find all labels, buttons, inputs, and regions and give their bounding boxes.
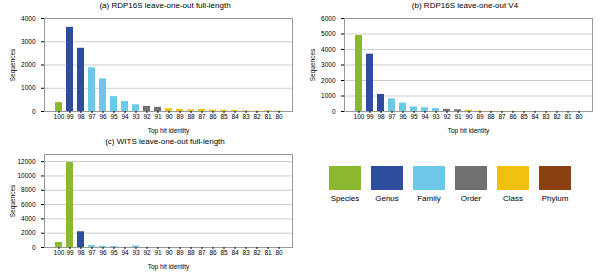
svg-text:80: 80 (275, 113, 283, 120)
svg-text:95: 95 (110, 249, 118, 256)
svg-text:4000: 4000 (321, 46, 336, 53)
svg-text:86: 86 (209, 113, 217, 120)
svg-text:89: 89 (176, 249, 184, 256)
svg-text:97: 97 (88, 249, 96, 256)
svg-text:89: 89 (176, 113, 184, 120)
svg-text:Sequences: Sequences (309, 48, 317, 81)
svg-text:100: 100 (54, 113, 65, 120)
svg-text:81: 81 (264, 113, 272, 120)
svg-text:91: 91 (154, 249, 162, 256)
svg-text:2000: 2000 (21, 61, 36, 68)
svg-text:92: 92 (143, 113, 151, 120)
svg-text:0: 0 (32, 108, 36, 115)
svg-text:91: 91 (154, 113, 162, 120)
svg-text:86: 86 (209, 249, 217, 256)
html-text:Family: Family (417, 194, 441, 203)
svg-text:84: 84 (531, 113, 539, 120)
svg-text:8000: 8000 (21, 186, 36, 193)
svg-text:95: 95 (110, 113, 118, 120)
svg-text:1000: 1000 (21, 84, 36, 91)
svg-text:98: 98 (77, 249, 85, 256)
html-text:Genus: Genus (375, 194, 399, 203)
svg-text:93: 93 (132, 249, 140, 256)
svg-text:Top hit identity: Top hit identity (448, 127, 490, 135)
svg-text:98: 98 (77, 113, 85, 120)
svg-text:85: 85 (220, 249, 228, 256)
svg-text:94: 94 (121, 113, 129, 120)
html-text:Class: Class (503, 194, 523, 203)
svg-text:96: 96 (99, 113, 107, 120)
svg-text:99: 99 (66, 249, 74, 256)
svg-text:82: 82 (253, 113, 261, 120)
svg-text:84: 84 (231, 249, 239, 256)
svg-text:90: 90 (465, 113, 473, 120)
svg-text:83: 83 (242, 249, 250, 256)
svg-text:80: 80 (275, 249, 283, 256)
svg-text:88: 88 (187, 249, 195, 256)
svg-text:96: 96 (399, 113, 407, 120)
svg-text:98: 98 (377, 113, 385, 120)
svg-text:81: 81 (564, 113, 572, 120)
svg-text:4000: 4000 (21, 15, 36, 22)
svg-text:Top hit identity: Top hit identity (148, 127, 190, 135)
svg-text:99: 99 (66, 113, 74, 120)
svg-text:6000: 6000 (321, 15, 336, 22)
svg-text:3000: 3000 (21, 38, 36, 45)
svg-text:87: 87 (498, 113, 506, 120)
svg-text:85: 85 (520, 113, 528, 120)
svg-text:97: 97 (88, 113, 96, 120)
svg-text:80: 80 (575, 113, 583, 120)
svg-text:87: 87 (198, 249, 206, 256)
svg-text:84: 84 (231, 113, 239, 120)
svg-text:92: 92 (143, 249, 151, 256)
svg-text:10000: 10000 (17, 172, 35, 179)
svg-text:0: 0 (332, 108, 336, 115)
svg-text:95: 95 (410, 113, 418, 120)
svg-text:2000: 2000 (21, 229, 36, 236)
svg-text:0: 0 (32, 244, 36, 251)
html-text:(b) RDP16S leave-one-out V4: (b) RDP16S leave-one-out V4 (411, 1, 519, 10)
svg-text:99: 99 (366, 113, 374, 120)
svg-text:6000: 6000 (21, 201, 36, 208)
svg-text:97: 97 (388, 113, 396, 120)
svg-text:82: 82 (253, 249, 261, 256)
svg-text:83: 83 (242, 113, 250, 120)
html-text:Order: Order (460, 194, 482, 203)
svg-text:1000: 1000 (321, 92, 336, 99)
svg-text:2000: 2000 (321, 77, 336, 84)
svg-text:96: 96 (99, 249, 107, 256)
svg-text:Sequences: Sequences (9, 48, 17, 81)
svg-text:Sequences: Sequences (9, 184, 17, 217)
svg-text:83: 83 (542, 113, 550, 120)
svg-text:94: 94 (421, 113, 429, 120)
html-text:(a) RDP16S leave-one-out full-: (a) RDP16S leave-one-out full-length (99, 1, 231, 10)
html-text:Species: Species (330, 194, 360, 203)
html-text:(c) WITS leave-one-out full-le: (c) WITS leave-one-out full-length (105, 137, 225, 146)
svg-text:90: 90 (165, 249, 173, 256)
svg-text:Top hit identity: Top hit identity (148, 263, 190, 271)
svg-text:92: 92 (443, 113, 451, 120)
svg-text:90: 90 (165, 113, 173, 120)
svg-text:81: 81 (264, 249, 272, 256)
svg-text:88: 88 (487, 113, 495, 120)
svg-text:93: 93 (132, 113, 140, 120)
svg-text:87: 87 (198, 113, 206, 120)
svg-text:4000: 4000 (21, 215, 36, 222)
svg-text:86: 86 (509, 113, 517, 120)
html-text:Phylum: Phylum (541, 194, 569, 203)
svg-text:3000: 3000 (321, 61, 336, 68)
svg-text:85: 85 (220, 113, 228, 120)
svg-text:94: 94 (121, 249, 129, 256)
svg-text:82: 82 (553, 113, 561, 120)
svg-text:5000: 5000 (321, 30, 336, 37)
svg-text:12000: 12000 (17, 158, 35, 165)
svg-text:91: 91 (454, 113, 462, 120)
svg-text:89: 89 (476, 113, 484, 120)
svg-text:100: 100 (54, 249, 65, 256)
svg-text:88: 88 (187, 113, 195, 120)
svg-text:93: 93 (432, 113, 440, 120)
svg-text:100: 100 (354, 113, 365, 120)
